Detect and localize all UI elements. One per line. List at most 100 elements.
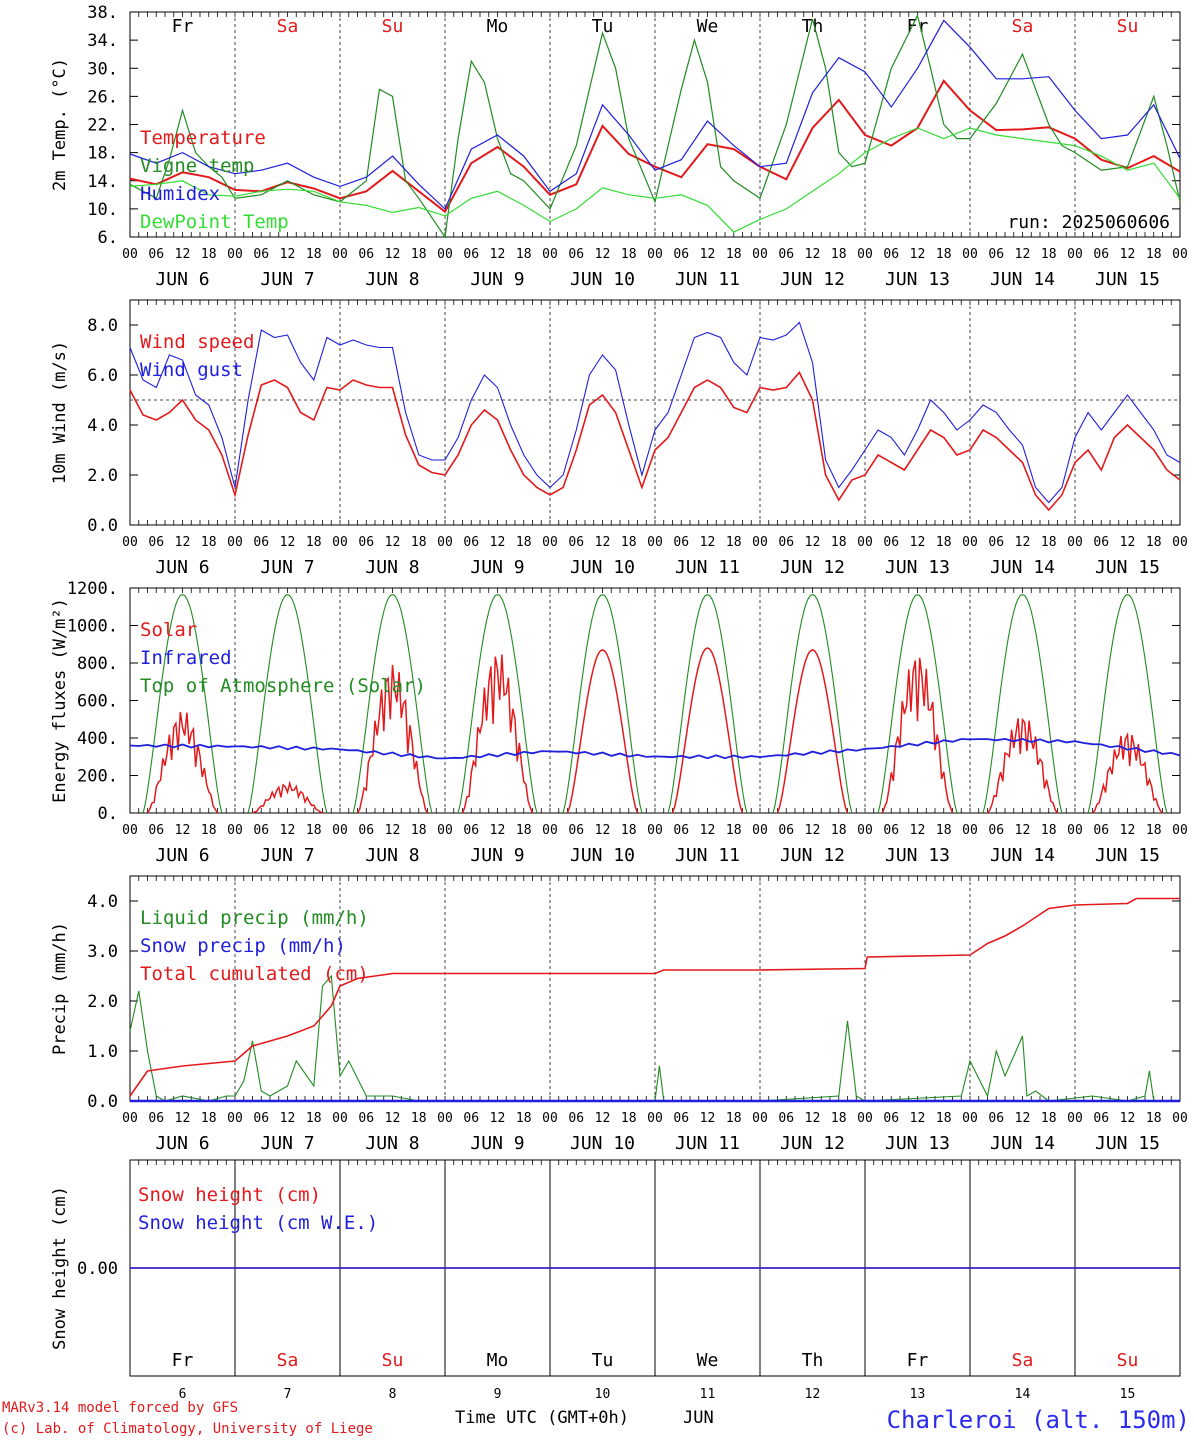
day-number: 7: [284, 1387, 292, 1402]
hour-tick-label: 06: [988, 247, 1004, 262]
hour-tick-label: 00: [962, 535, 978, 550]
hour-tick-label: 18: [516, 535, 532, 550]
panel-3: Energy fluxes (W/m²) 0. 200. 400. 600. 800. 10…: [50, 579, 1188, 866]
series-toa-day-8: [877, 593, 958, 814]
date-label: JUN 12: [780, 1133, 845, 1154]
legend-entry: Wind gust: [140, 359, 243, 381]
hour-tick-label: 12: [385, 823, 401, 838]
y-axis-label: Precip (mm/h): [50, 922, 70, 1055]
y-tick-label: 26.: [87, 87, 118, 107]
hour-tick-label: 18: [516, 823, 532, 838]
date-label: JUN 10: [570, 1133, 635, 1154]
hour-tick-label: 18: [306, 1111, 322, 1126]
date-label: JUN 15: [1095, 557, 1160, 578]
date-label: JUN 8: [365, 1133, 419, 1154]
hour-tick-label: 12: [910, 247, 926, 262]
hour-tick-label: 12: [700, 535, 716, 550]
hour-tick-label: 18: [516, 247, 532, 262]
weekday-label: Sa: [1012, 16, 1034, 37]
hour-tick-label: 06: [358, 1111, 374, 1126]
hour-tick-label: 18: [831, 823, 847, 838]
weekday-label: Mo: [487, 1350, 509, 1371]
hour-tick-label: 06: [1093, 1111, 1109, 1126]
hour-tick-label: 00: [857, 535, 873, 550]
hour-tick-label: 00: [1172, 535, 1188, 550]
date-label: JUN 13: [885, 557, 950, 578]
day-number: 11: [700, 1387, 716, 1402]
hour-tick-label: 18: [411, 535, 427, 550]
hour-tick-label: 00: [122, 247, 138, 262]
panel-4: Precip (mm/h) 0.0 1.0 2.0 3.0 4.0 Liquid preci…: [50, 875, 1188, 1154]
hour-tick-label: 18: [1146, 535, 1162, 550]
series-solar-day-7: [776, 649, 849, 814]
legend-entry: Snow precip (mm/h): [140, 935, 346, 957]
weekday-label: Th: [802, 16, 824, 37]
y-axis-label: Snow height (cm): [50, 1186, 70, 1350]
hour-tick-label: 18: [1041, 823, 1057, 838]
date-label: JUN 7: [260, 1133, 314, 1154]
date-label: JUN 7: [260, 845, 314, 866]
date-label: JUN 9: [470, 269, 524, 290]
series-toa-day-2: [247, 593, 328, 814]
day-number: 13: [910, 1387, 926, 1402]
series-solar-day-3: [356, 664, 429, 814]
hour-tick-label: 06: [988, 535, 1004, 550]
hour-tick-label: 18: [306, 535, 322, 550]
date-label: JUN 11: [675, 1133, 740, 1154]
date-label: JUN 15: [1095, 845, 1160, 866]
hour-tick-label: 18: [1041, 1111, 1057, 1126]
weekday-label: Sa: [277, 1350, 299, 1371]
y-tick-label: 6.: [98, 228, 118, 248]
hour-tick-label: 06: [253, 1111, 269, 1126]
date-label: JUN 13: [885, 845, 950, 866]
hour-tick-label: 06: [568, 535, 584, 550]
hour-tick-label: 00: [647, 535, 663, 550]
hour-tick-label: 06: [883, 823, 899, 838]
day-number: 6: [179, 1387, 187, 1402]
hour-tick-label: 06: [358, 247, 374, 262]
hour-tick-label: 18: [621, 823, 637, 838]
legend-entry: Humidex: [140, 183, 220, 205]
hour-tick-label: 00: [1172, 1111, 1188, 1126]
hour-tick-label: 06: [778, 535, 794, 550]
model-credit: MARv3.14 model forced by GFS: [2, 1400, 238, 1416]
hour-tick-label: 00: [962, 247, 978, 262]
y-tick-label: 8.0: [87, 316, 118, 336]
legend-entry: Snow height (cm W.E.): [138, 1212, 378, 1234]
hour-tick-label: 00: [332, 1111, 348, 1126]
hour-tick-label: 12: [490, 535, 506, 550]
hour-tick-label: 18: [201, 247, 217, 262]
legend-entry: Temperature: [140, 127, 266, 149]
hour-tick-label: 06: [883, 247, 899, 262]
series-humidex: [129, 19, 1181, 210]
hour-tick-label: 12: [280, 535, 296, 550]
date-label: JUN 10: [570, 269, 635, 290]
run-label: run: 2025060606: [1007, 212, 1170, 233]
hour-tick-label: 06: [253, 823, 269, 838]
weekday-label: Fr: [907, 16, 929, 37]
hour-tick-label: 00: [227, 1111, 243, 1126]
hour-tick-label: 12: [175, 247, 191, 262]
weekday-label: Sa: [277, 16, 299, 37]
hour-tick-label: 18: [726, 1111, 742, 1126]
y-tick-label: 400.: [77, 729, 118, 749]
hour-tick-label: 18: [411, 247, 427, 262]
weekday-label: Tu: [592, 1350, 614, 1371]
hour-tick-label: 06: [463, 1111, 479, 1126]
date-label: JUN 11: [675, 269, 740, 290]
hour-tick-label: 18: [831, 1111, 847, 1126]
hour-tick-label: 18: [621, 1111, 637, 1126]
y-tick-label: 6.0: [87, 366, 118, 386]
hour-tick-label: 18: [936, 823, 952, 838]
date-label: JUN 12: [780, 557, 845, 578]
hour-tick-label: 00: [122, 1111, 138, 1126]
y-tick-label: 0.00: [77, 1259, 118, 1279]
hour-tick-label: 18: [726, 535, 742, 550]
series-solar-day-4: [461, 654, 534, 814]
date-label: JUN 10: [570, 557, 635, 578]
hour-tick-label: 18: [201, 535, 217, 550]
series-toa-day-9: [982, 593, 1063, 814]
hour-tick-label: 12: [175, 1111, 191, 1126]
hour-tick-label: 12: [385, 247, 401, 262]
day-number: 15: [1120, 1387, 1136, 1402]
